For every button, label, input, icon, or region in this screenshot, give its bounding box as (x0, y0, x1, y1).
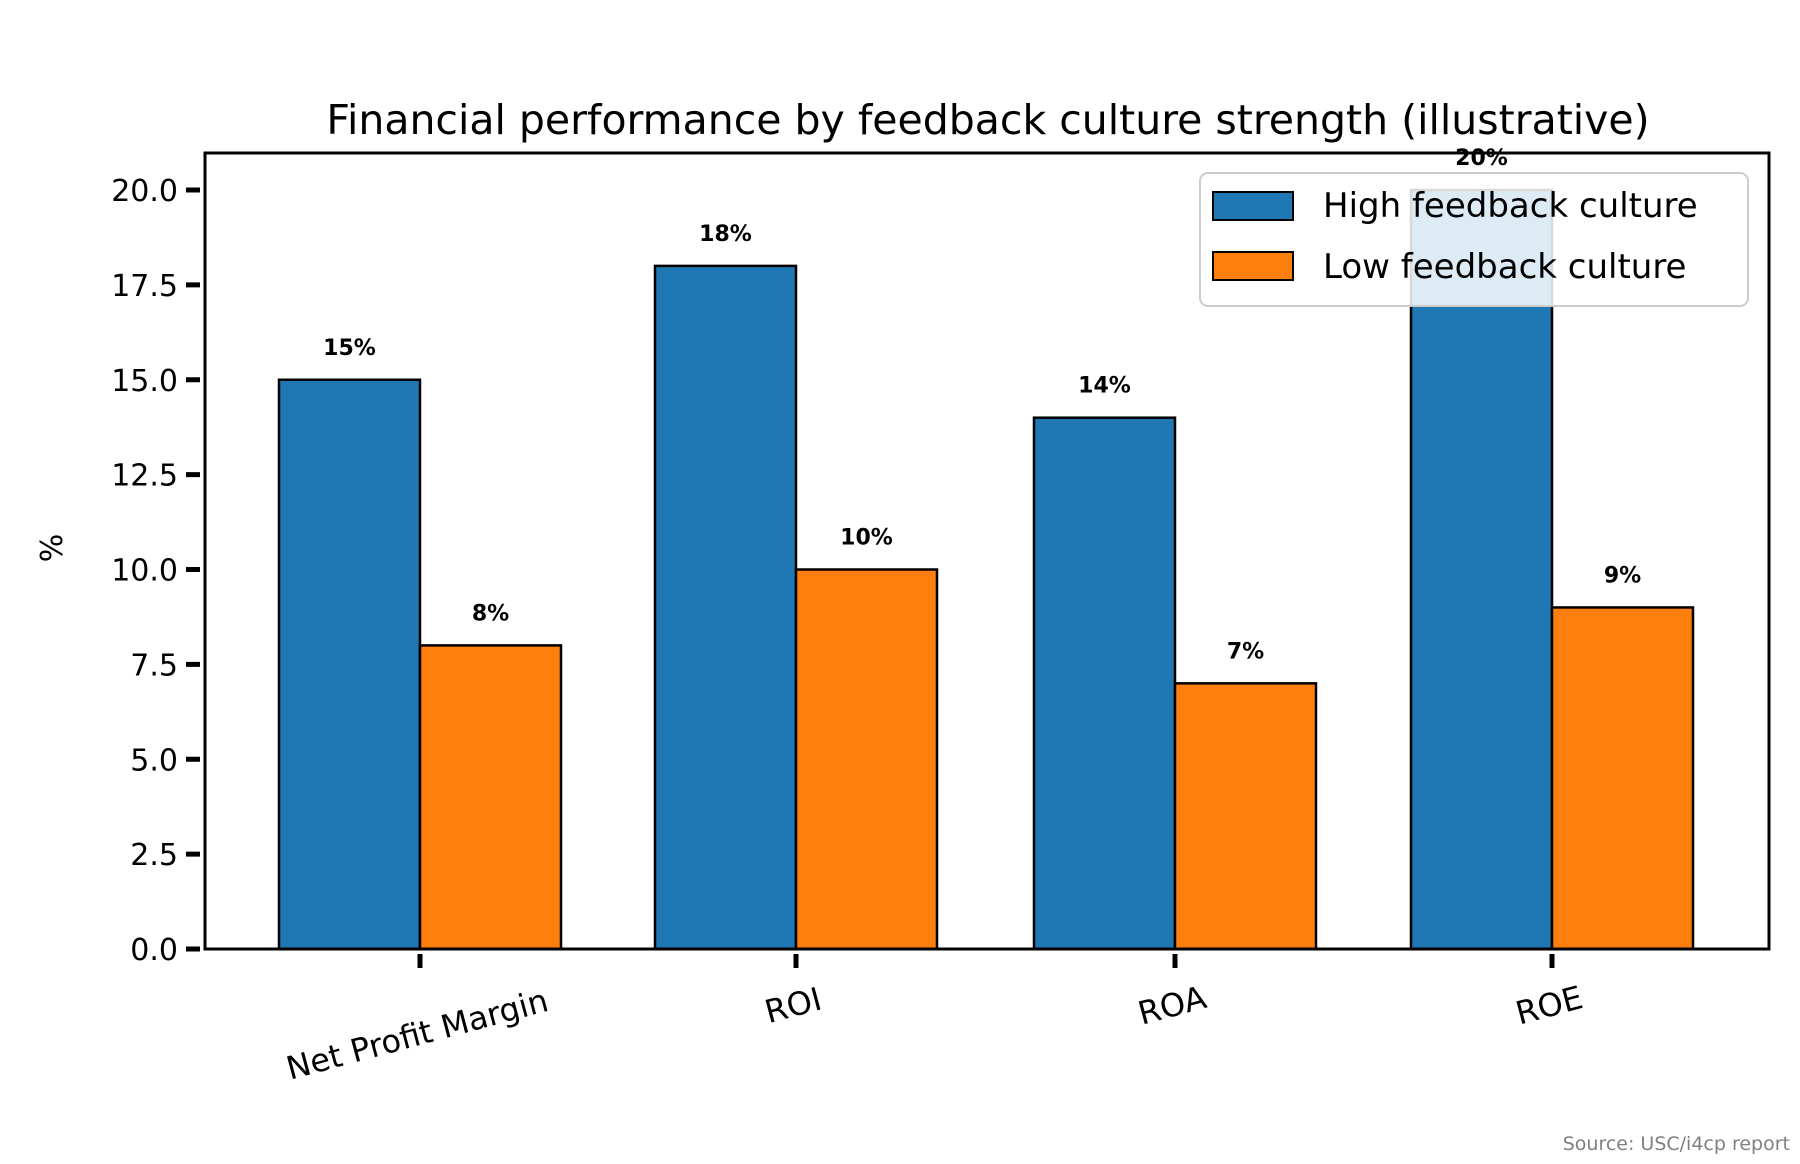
legend-swatch-low (1212, 251, 1294, 281)
y-axis-label: % (35, 534, 70, 563)
data-label: 7% (1227, 639, 1264, 664)
y-tick-label: 0.0 (130, 933, 178, 968)
bar-low-roe (1550, 606, 1695, 951)
source-note: Source: USC/i4cp report (1563, 1133, 1790, 1155)
legend: High feedback culture Low feedback cultu… (1199, 172, 1749, 307)
data-label: 15% (323, 336, 376, 361)
y-tick-label: 10.0 (111, 554, 178, 589)
bar-low-roi (794, 568, 939, 951)
legend-label-low: Low feedback culture (1323, 247, 1686, 287)
data-label: 10% (840, 526, 893, 551)
bar-low-net-profit-margin (418, 644, 563, 951)
bar-high-roi (653, 264, 798, 951)
x-tick-label: ROI (761, 980, 826, 1031)
legend-box (1199, 172, 1749, 307)
chart-title: Financial performance by feedback cultur… (326, 96, 1649, 144)
data-label: 18% (699, 222, 752, 247)
y-tick-label: 15.0 (111, 364, 178, 399)
y-tick-label: 12.5 (111, 459, 178, 494)
data-label: 20% (1455, 146, 1508, 171)
legend-label-high: High feedback culture (1323, 186, 1698, 226)
plot-frame (203, 151, 1771, 951)
x-tick-label: Net Profit Margin (282, 981, 552, 1087)
y-tick-label: 17.5 (111, 269, 178, 304)
bar-high-net-profit-margin (277, 378, 422, 951)
data-label: 9% (1604, 563, 1641, 588)
x-tick-label: ROE (1512, 978, 1587, 1032)
bar-low-roa (1173, 682, 1318, 951)
legend-swatch-high (1212, 191, 1294, 221)
y-tick-label: 2.5 (130, 838, 178, 873)
y-tick-label: 5.0 (130, 743, 178, 778)
y-tick-label: 20.0 (111, 174, 178, 209)
data-label: 8% (472, 601, 509, 626)
y-tick-label: 7.5 (130, 648, 178, 683)
bar-high-roe (1409, 188, 1554, 951)
x-tick-label: ROA (1134, 978, 1210, 1033)
data-label: 14% (1078, 374, 1131, 399)
bar-high-roa (1032, 416, 1177, 951)
